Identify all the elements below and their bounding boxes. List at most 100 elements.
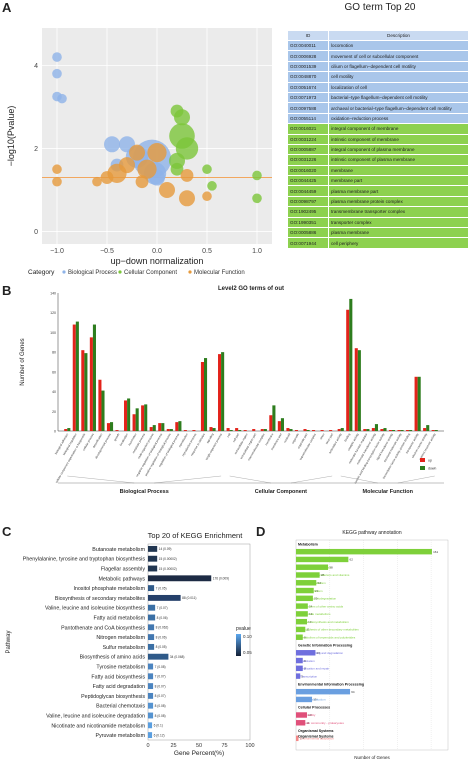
bar-value-label: 15 (0.00002): [159, 557, 177, 561]
category-label: Membrane transport: [300, 690, 327, 694]
go-description-cell: intrinsic component of plasma membrane: [328, 154, 469, 166]
legend-swatch: [420, 458, 425, 462]
go-id-cell: GO:0055114: [287, 112, 329, 125]
go-id-cell: GO:1902495: [287, 206, 329, 218]
bar-value-label: 8: [304, 667, 306, 671]
bar-up: [209, 427, 213, 431]
annotation-bar: [296, 572, 320, 578]
bar-value-label: 7 (0.08): [155, 665, 166, 669]
bar-up: [294, 430, 298, 431]
chart-title: Level2 GO terms of out: [218, 286, 284, 292]
go-table-row: GO:0044459 plasma membrane part: [287, 185, 469, 197]
bar-up: [277, 421, 281, 431]
category-label: Xenobiotics biodegradation: [300, 597, 337, 601]
x-tick-label: −1.0: [50, 248, 64, 255]
pathway-label: Bacterial chemotaxis: [96, 704, 145, 710]
bar-up: [218, 354, 222, 431]
legend-tick: 0.05: [243, 650, 252, 655]
bar-up: [252, 429, 256, 431]
bar-down: [272, 405, 276, 431]
x-tick-label: cell: [226, 432, 232, 438]
annotation-bar: [296, 735, 299, 742]
legend-tick: 0.10: [243, 634, 252, 639]
legend-marker: [118, 270, 122, 274]
bar-up: [64, 429, 68, 431]
go-id-cell: GO:0040011: [287, 39, 329, 52]
bar-value-label: 64: [351, 690, 355, 694]
bar-value-label: 19: [313, 698, 317, 702]
y-tick-label: 100: [50, 331, 56, 335]
go-table-row: GO:0040011 locomotion: [287, 39, 469, 52]
bar-value-label: 13: [308, 713, 312, 717]
annotation-bar: [296, 673, 301, 679]
bar-up: [192, 430, 196, 431]
pathway-label: Fatty acid biosynthesis: [91, 674, 145, 680]
scatter-point: [57, 93, 67, 104]
go-term-table: ID Description GO:0040011 locomotion GO:00…: [287, 30, 469, 249]
category-label: Metabolism of cofactors and vitamins: [300, 573, 350, 577]
bar-value-label: 8: [304, 659, 306, 663]
bar-down: [229, 430, 233, 431]
annotation-bar: [296, 580, 317, 586]
go-table-row: GO:0001539 cilium or flagellum−dependent …: [287, 60, 469, 73]
pathway-label: Fatty acid metabolism: [93, 616, 145, 622]
bar-down: [212, 428, 216, 431]
y-tick-label: 60: [52, 370, 56, 374]
bar-value-label: 8 (0.08): [155, 704, 166, 708]
bar-up: [183, 430, 187, 431]
scatter-point: [180, 169, 194, 182]
kegg-bar: [148, 643, 155, 650]
x-tick-label: 75: [221, 743, 227, 749]
bar-value-label: 8 (0.06): [157, 616, 168, 620]
bar-down: [101, 390, 105, 431]
bar-up: [158, 423, 162, 431]
annotation-bar: [296, 556, 349, 563]
bar-up: [406, 430, 410, 431]
pathway-label: Biosynthesis of amino acids: [80, 655, 146, 661]
pathway-label: Peptidoglycan biosynthesis: [81, 694, 145, 700]
bar-down: [289, 429, 293, 431]
annotation-bar: [296, 611, 308, 617]
bar-up: [106, 423, 110, 431]
kegg-annotation-chart: KEGG pathway annotation Metabolism 161 Glob…: [295, 530, 449, 760]
bar-down: [434, 430, 438, 431]
kegg-bar: [148, 663, 154, 670]
bar-down: [349, 298, 353, 431]
group-connector: [67, 475, 135, 484]
bar-up: [397, 430, 401, 431]
go-description-cell: transmembrane transporter complex: [328, 206, 469, 218]
pathway-label: Butanoate metabolism: [92, 547, 145, 553]
chart-title: Top 20 of KEGG Enrichment: [148, 531, 244, 540]
bar-value-label: 161: [433, 550, 438, 554]
bar-up: [363, 429, 367, 431]
go-table-row: GO:0044425 membrane part: [287, 175, 469, 187]
bar-value-label: 24: [317, 581, 321, 585]
bar-up: [320, 430, 324, 431]
kegg-bar: [148, 673, 154, 680]
go-table-row: GO:0006928 movement of cell or subcellula…: [287, 50, 469, 62]
go-description-cell: oxidation−reduction process: [328, 112, 469, 125]
group-header: Metabolism: [298, 542, 318, 546]
x-tick-label: nucleoid: [283, 432, 292, 443]
category-label: Replication and repair: [300, 667, 329, 671]
kegg-bar: [148, 653, 169, 660]
scatter-point: [175, 137, 199, 160]
y-tick-label: 0: [54, 430, 56, 434]
kegg-bar: [148, 634, 155, 641]
go-id-cell: GO:0031226: [287, 154, 329, 166]
bar-up: [388, 430, 392, 431]
bar-down: [67, 428, 71, 431]
group-label: Cellular Component: [255, 489, 307, 495]
go-id-cell: GO:0051674: [287, 81, 329, 93]
category-label: Glycan biosynthesis and metabolism: [300, 620, 349, 624]
x-axis-label: Gene Percent(%): [174, 750, 224, 757]
group-header: Organismal Systems: [298, 735, 334, 739]
scatter-point: [52, 164, 62, 175]
legend-label: down: [428, 467, 436, 471]
y-tick-label: 140: [50, 292, 56, 296]
go-table-row: GO:0005886 plasma membrane: [287, 227, 469, 239]
y-axis-label: Pathway: [6, 630, 12, 653]
go-table-title: GO term Top 20: [344, 2, 416, 13]
legend-title: pvalue: [236, 626, 251, 632]
go-description-cell: cell motility: [328, 71, 469, 83]
